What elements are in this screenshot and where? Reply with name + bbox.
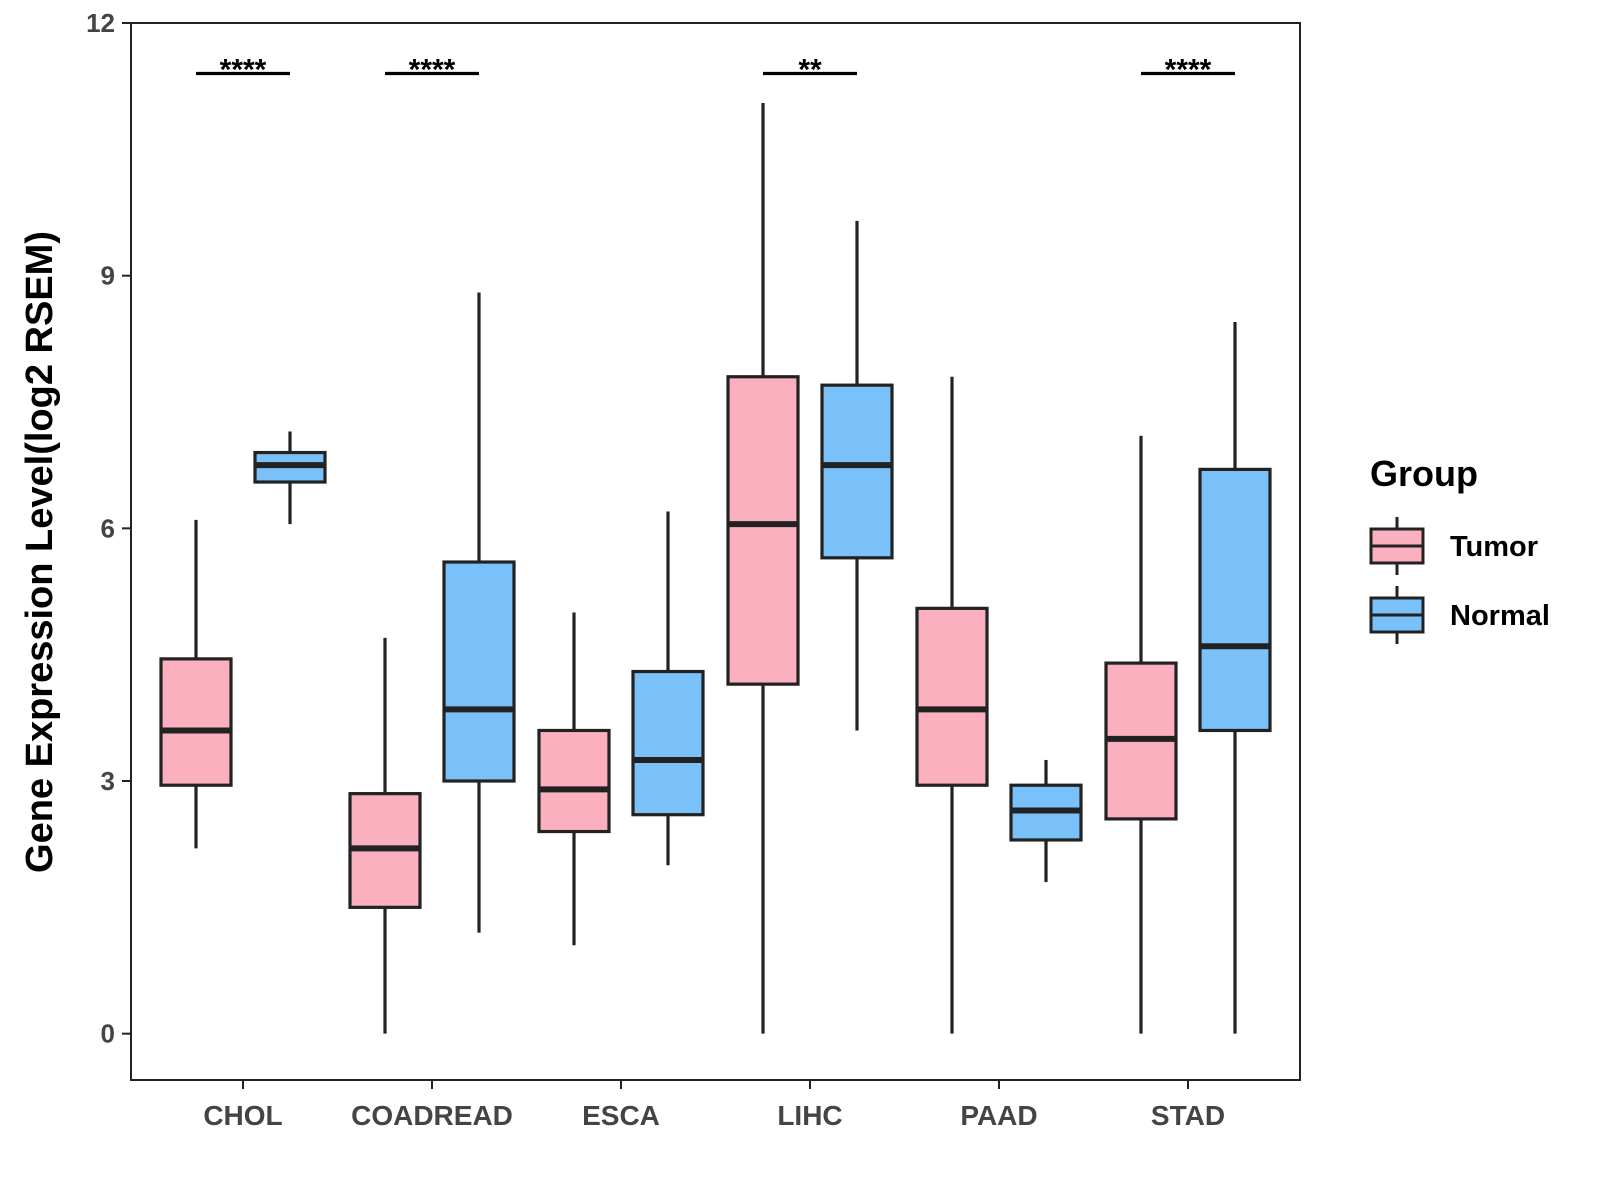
box-tumor-chol <box>159 519 233 849</box>
x-tick-label: PAAD <box>960 1100 1037 1131</box>
legend-item-normal: Normal <box>1369 586 1550 644</box>
significance-label: ** <box>798 54 822 87</box>
box-tumor-paad <box>915 376 989 1034</box>
legend: Group Tumor Normal <box>1369 453 1550 644</box>
significance-lihc: ** <box>763 54 857 87</box>
panel-border <box>130 22 1301 1081</box>
axes: 0 3 6 9 12 CHOL COADREAD ESCA LIHC PAAD STAD <box>86 8 1301 1131</box>
box-normal-coadread <box>442 292 516 933</box>
x-tick-label: CHOL <box>203 1100 282 1131</box>
box-body <box>442 560 516 783</box>
series-normal <box>253 220 1272 1034</box>
x-tick-label: LIHC <box>777 1100 842 1131</box>
box-normal-paad <box>1009 759 1083 883</box>
legend-label: Tumor <box>1450 531 1538 563</box>
x-tick-label: ESCA <box>582 1100 660 1131</box>
legend-title: Group <box>1370 453 1478 494</box>
box-body <box>915 606 989 787</box>
y-tick-label: 3 <box>101 766 115 796</box>
box-normal-chol <box>253 431 327 525</box>
box-tumor-esca <box>537 612 611 946</box>
legend-item-tumor: Tumor <box>1369 517 1538 575</box>
legend-label: Normal <box>1450 600 1550 632</box>
x-tick-label: STAD <box>1151 1100 1225 1131</box>
significance-label: **** <box>1165 54 1212 87</box>
box-tumor-coadread <box>348 637 422 1034</box>
plot-area: **** **** ** **** <box>159 54 1272 1034</box>
y-tick-label: 0 <box>101 1019 115 1049</box>
box-body <box>631 669 705 817</box>
box-body <box>159 657 233 787</box>
box-normal-stad <box>1198 321 1272 1034</box>
box-tumor-lihc <box>726 103 800 1034</box>
significance-label: **** <box>220 54 267 87</box>
significance-chol: **** <box>196 54 290 87</box>
significance-stad: **** <box>1141 54 1235 87</box>
box-normal-esca <box>631 511 705 866</box>
significance-label: **** <box>409 54 456 87</box>
box-tumor-stad <box>1104 435 1178 1034</box>
box-body <box>726 375 800 686</box>
box-body <box>1198 467 1272 733</box>
y-tick-label: 6 <box>101 513 115 543</box>
series-tumor <box>159 103 1178 1034</box>
y-axis-title: Gene Expression Level(log2 RSEM) <box>19 231 61 873</box>
y-tick-label: 12 <box>86 8 115 38</box>
box-body <box>537 728 611 834</box>
box-body <box>820 383 894 560</box>
significance-coadread: **** <box>385 54 479 87</box>
y-tick-label: 9 <box>101 261 115 291</box>
x-tick-label: COADREAD <box>351 1100 513 1131</box>
box-normal-lihc <box>820 220 894 731</box>
